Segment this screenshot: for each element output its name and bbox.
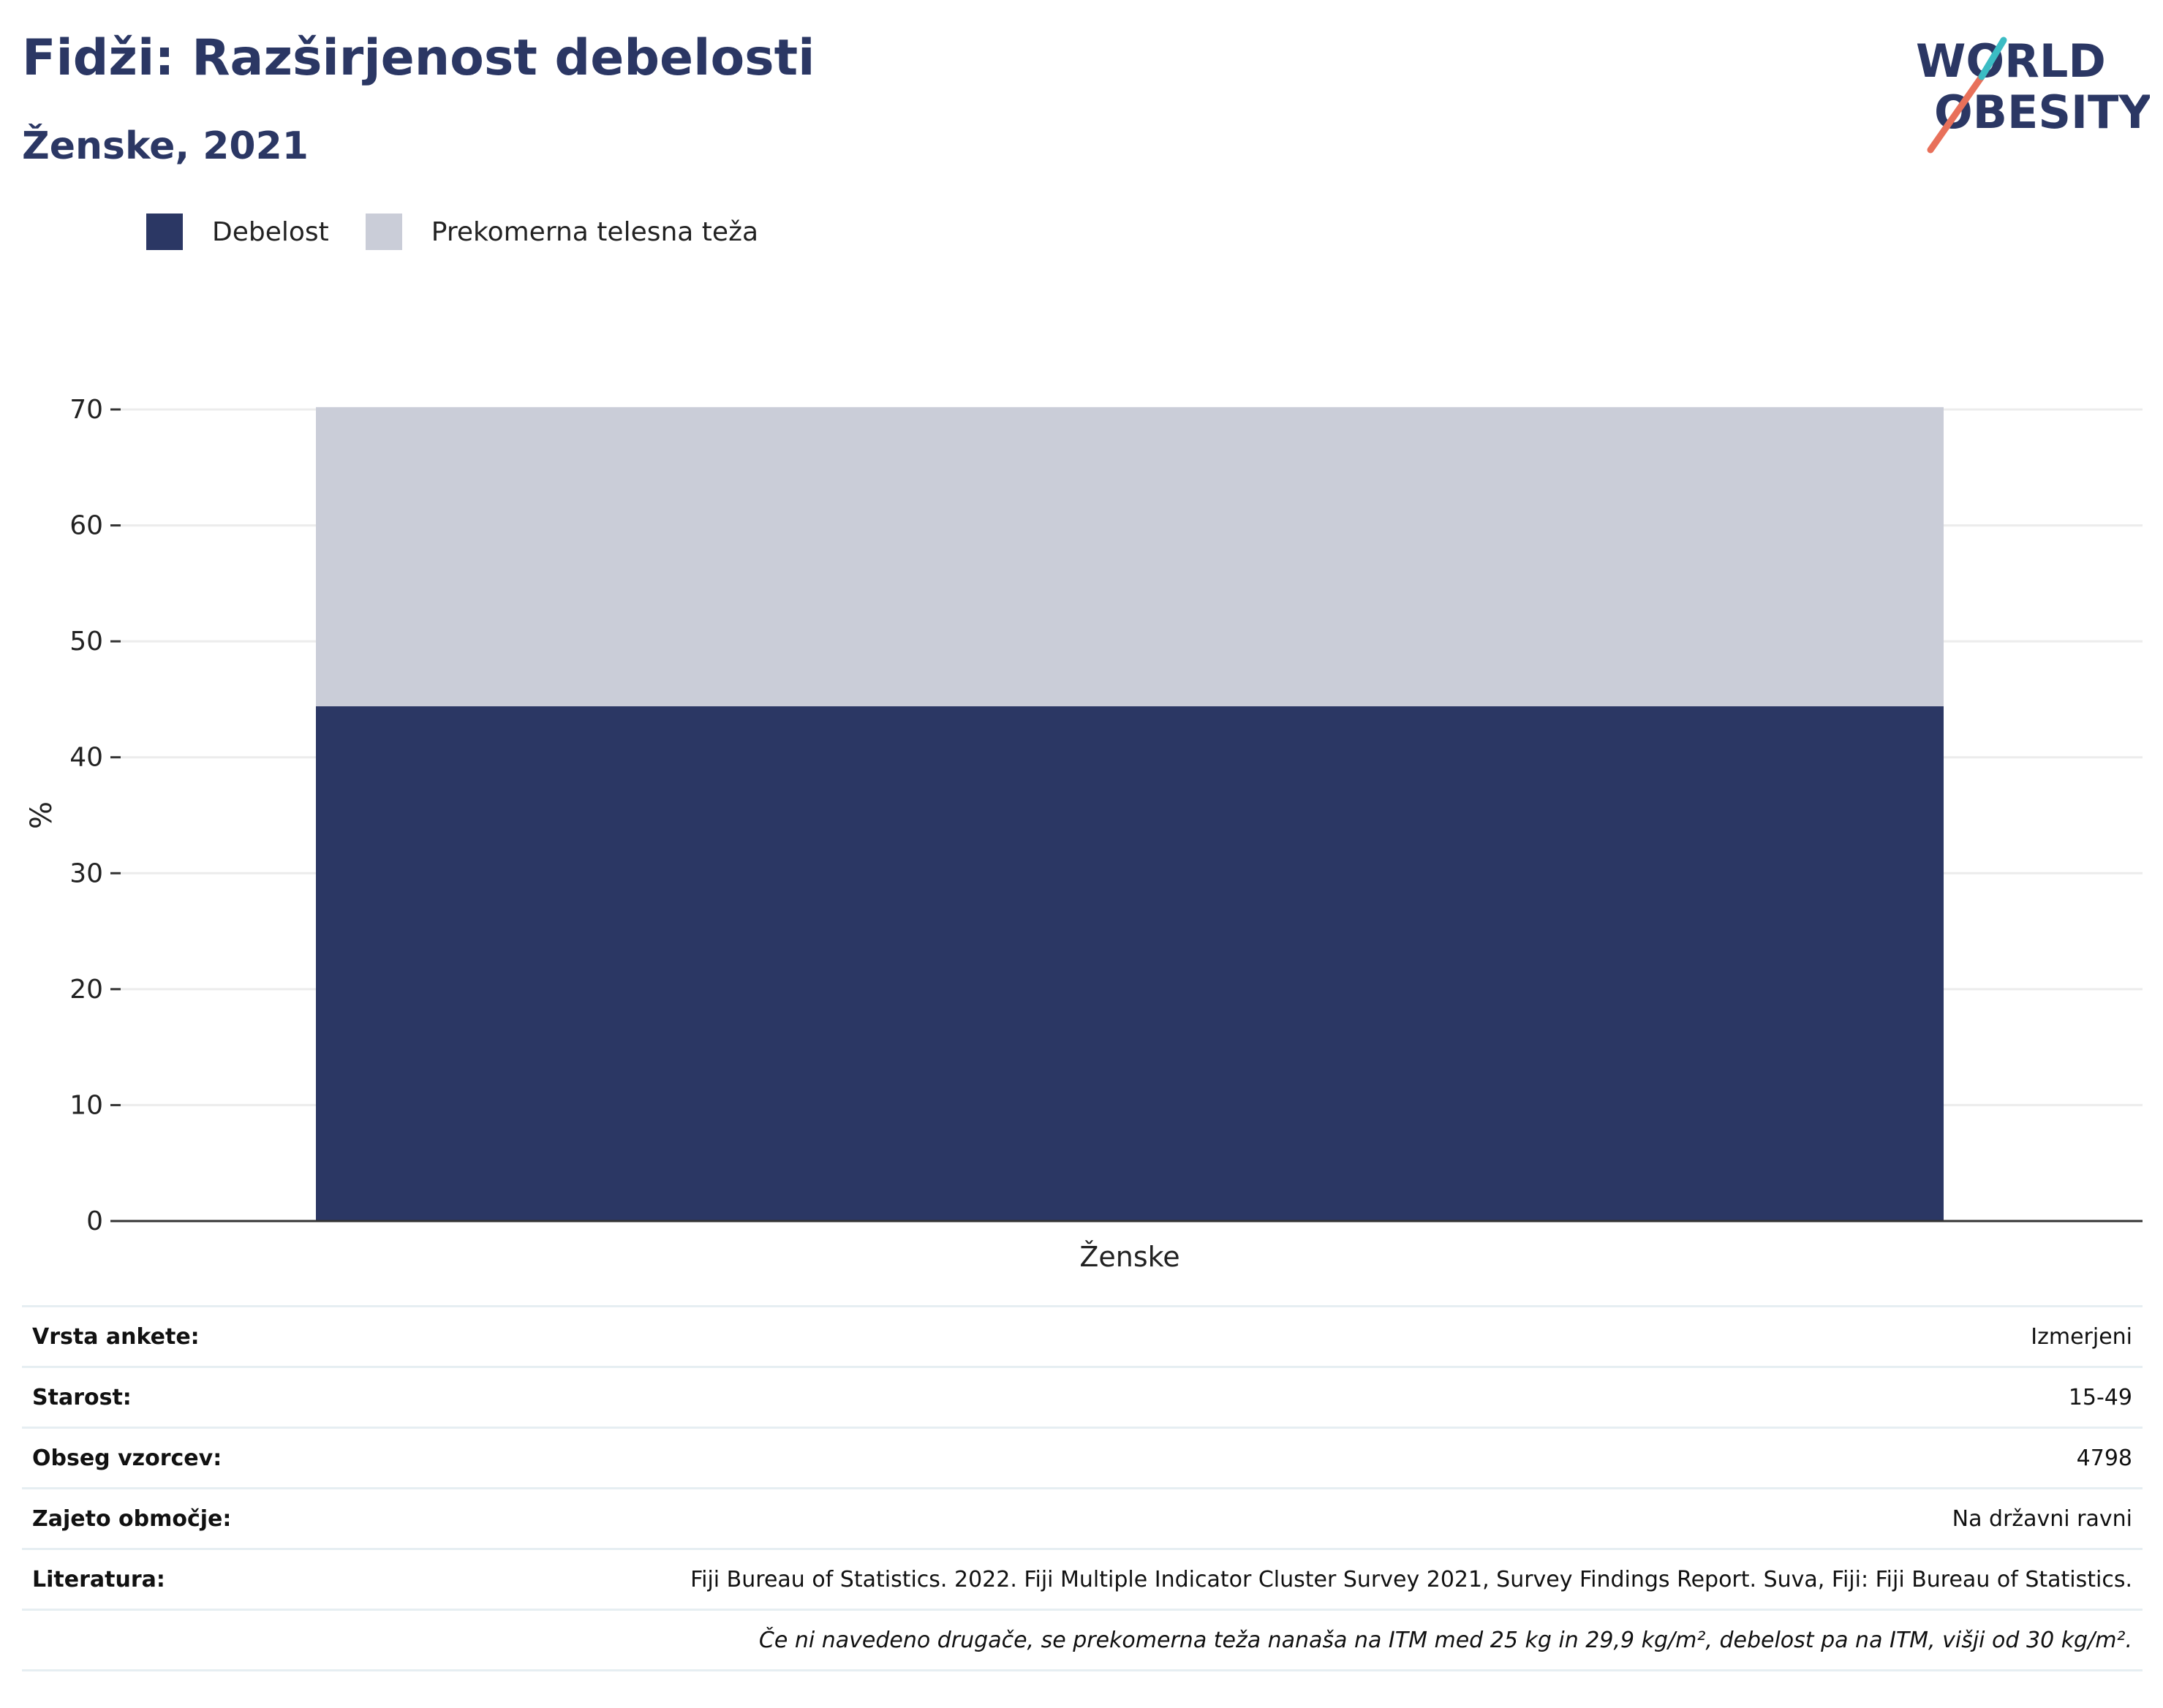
info-row-reference: Literatura: Fiji Bureau of Statistics. 2… xyxy=(22,1548,2143,1610)
chart-legend: Debelost Prekomerna telesna teža xyxy=(146,214,795,250)
y-tick-label: 50 xyxy=(69,627,103,657)
info-label: Starost: xyxy=(22,1366,299,1428)
legend-item-overweight[interactable]: Prekomerna telesna teža xyxy=(365,214,759,250)
legend-swatch-obesity xyxy=(146,214,183,250)
info-label: Literatura: xyxy=(22,1548,299,1610)
stacked-bar-chart: 0 10 20 30 40 50 60 70 Ženske% xyxy=(25,395,2143,1272)
info-label: Vrsta ankete: xyxy=(22,1305,299,1367)
chart-subtitle: Ženske, 2021 xyxy=(22,124,309,168)
info-value: Fiji Bureau of Statistics. 2022. Fiji Mu… xyxy=(298,1548,2143,1610)
legend-label-obesity: Debelost xyxy=(212,216,329,247)
info-row-note: Če ni navedeno drugače, se prekomerna te… xyxy=(22,1609,2143,1671)
info-note-spacer xyxy=(22,1609,299,1671)
info-row-coverage: Zajeto območje: Na državni ravni xyxy=(22,1487,2143,1549)
logo-slash-teal xyxy=(1978,37,2007,80)
legend-swatch-overweight xyxy=(365,214,402,250)
info-note: Če ni navedeno drugače, se prekomerna te… xyxy=(298,1609,2143,1671)
legend-item-obesity[interactable]: Debelost xyxy=(146,214,329,250)
logo-slash-coral xyxy=(1927,73,1985,154)
y-tick-label: 20 xyxy=(69,975,103,1005)
chart-title: Fidži: Razširjenost debelosti xyxy=(22,29,815,87)
info-value: 15-49 xyxy=(298,1366,2143,1428)
x-tick-label: Ženske xyxy=(1079,1241,1179,1272)
y-tick-label: 30 xyxy=(69,858,103,888)
info-row-survey-type: Vrsta ankete: Izmerjeni xyxy=(22,1305,2143,1367)
info-value: 4798 xyxy=(298,1427,2143,1489)
y-tick-label: 40 xyxy=(69,743,103,773)
y-tick-label: 10 xyxy=(69,1090,103,1120)
y-axis-label: % xyxy=(25,801,58,829)
y-tick-label: 70 xyxy=(69,395,103,425)
axes: 0 10 20 30 40 50 60 70 Ženske% xyxy=(25,395,2143,1272)
bar-segment-obesity xyxy=(316,706,1944,1221)
info-label: Obseg vzorcev: xyxy=(22,1427,299,1489)
info-row-sample-size: Obseg vzorcev: 4798 xyxy=(22,1427,2143,1489)
y-tick-label: 60 xyxy=(69,511,103,541)
logo-text-world: WORLD xyxy=(1916,34,2106,88)
y-tick-label: 0 xyxy=(86,1206,103,1236)
survey-info-table: Vrsta ankete: Izmerjeni Starost: 15-49 O… xyxy=(22,1305,2143,1671)
bar-segments xyxy=(316,407,1944,1221)
info-value: Izmerjeni xyxy=(298,1305,2143,1367)
info-value: Na državni ravni xyxy=(298,1487,2143,1549)
bar-segment-overweight xyxy=(316,407,1944,706)
info-row-age: Starost: 15-49 xyxy=(22,1366,2143,1428)
legend-label-overweight: Prekomerna telesna teža xyxy=(431,216,759,247)
info-label: Zajeto območje: xyxy=(22,1487,299,1549)
world-obesity-logo: WORLD OBESITY xyxy=(1916,34,2150,154)
